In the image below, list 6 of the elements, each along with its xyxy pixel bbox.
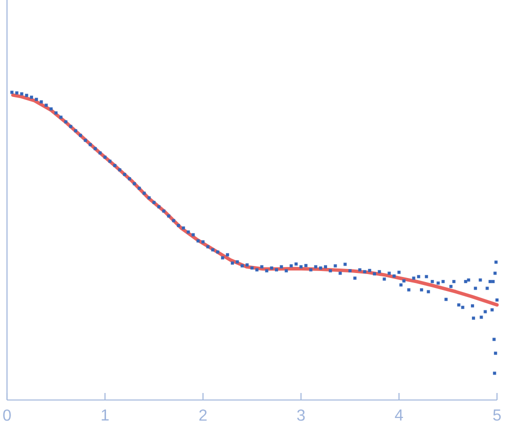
x-tick-label: 0: [3, 410, 11, 421]
x-tick-label: 2: [199, 410, 207, 421]
x-tick-label: 3: [297, 410, 305, 421]
x-tick-label: 5: [493, 410, 501, 421]
x-tick-label: 1: [102, 410, 109, 420]
x-tick-label: 4: [394, 410, 403, 420]
